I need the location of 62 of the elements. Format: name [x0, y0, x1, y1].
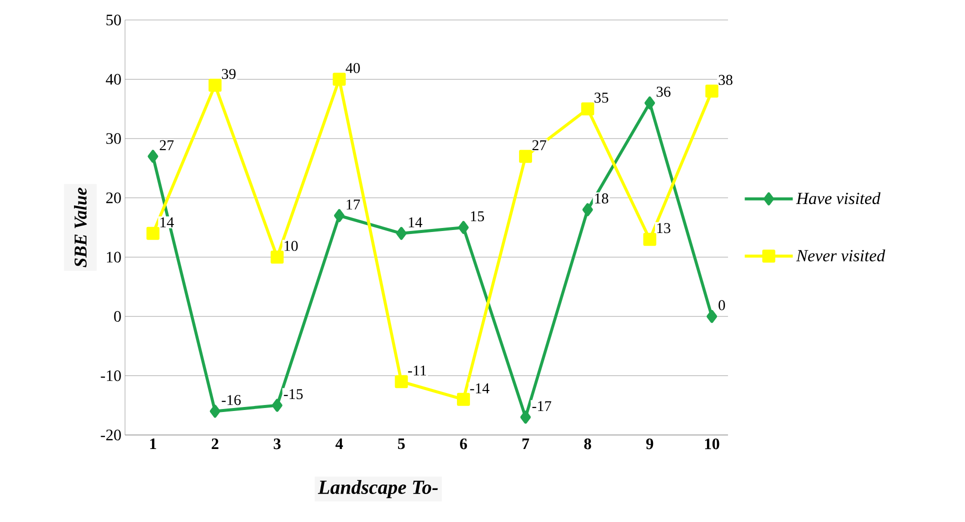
- legend-label: Have visited: [796, 192, 880, 204]
- point: [146, 226, 160, 240]
- x-tick-label: 4: [335, 438, 343, 449]
- data-label: 17: [346, 200, 360, 210]
- y-axis-title: SBE Value: [74, 188, 87, 268]
- x-axis-title: Landscape To-: [318, 480, 438, 498]
- y-tick-label: 10: [106, 252, 121, 263]
- x-tick-label: 7: [522, 438, 530, 449]
- x-tick-label: 3: [274, 438, 281, 450]
- data-label: 27: [160, 140, 174, 150]
- point: [643, 232, 656, 246]
- point: [520, 410, 531, 424]
- data-label: 15: [470, 211, 484, 222]
- point: [148, 150, 158, 163]
- point: [456, 392, 470, 406]
- data-label: -16: [222, 395, 241, 406]
- data-label: 13: [657, 223, 670, 234]
- y-tick-label: 30: [106, 133, 121, 144]
- data-label: 38: [718, 74, 732, 85]
- data-label: 40: [346, 62, 360, 74]
- y-tick-label: -20: [100, 430, 121, 440]
- data-label: 39: [222, 68, 236, 79]
- point: [208, 78, 222, 92]
- data-label: 35: [594, 92, 608, 103]
- x-tick-label: 5: [398, 438, 405, 450]
- point: [705, 84, 718, 98]
- x-tick-label: 10: [705, 438, 720, 450]
- point: [396, 226, 407, 240]
- data-label: 14: [408, 217, 422, 228]
- data-label: -17: [532, 401, 552, 411]
- point: [706, 310, 718, 323]
- point: [581, 102, 594, 116]
- data-label: 27: [532, 140, 546, 150]
- x-tick-label: 6: [460, 438, 467, 450]
- point: [582, 203, 593, 216]
- y-tick-label: 50: [106, 14, 121, 26]
- data-label: 14: [160, 217, 174, 228]
- data-label: -11: [408, 366, 426, 376]
- x-tick-label: 8: [584, 438, 592, 450]
- data-label: 0: [718, 300, 725, 310]
- legend-label: Never visited: [796, 249, 886, 262]
- data-label: 10: [284, 240, 298, 251]
- x-tick-label: 1: [150, 438, 156, 450]
- point: [270, 250, 284, 264]
- point: [519, 150, 532, 163]
- point: [210, 404, 220, 418]
- x-tick-label: 2: [212, 438, 218, 450]
- point: [272, 398, 282, 412]
- point: [644, 96, 656, 110]
- x-tick-label: 9: [646, 438, 654, 450]
- y-tick-label: 40: [106, 74, 121, 85]
- point: [458, 220, 469, 234]
- point: [394, 375, 408, 388]
- point: [334, 209, 345, 222]
- y-tick-label: 0: [114, 311, 121, 322]
- data-label: 36: [656, 86, 670, 97]
- data-label: -15: [284, 389, 303, 400]
- point: [332, 72, 346, 86]
- data-label: 18: [595, 193, 608, 204]
- y-tick-label: -10: [100, 370, 121, 382]
- y-tick-label: 20: [106, 192, 121, 204]
- data-label: -14: [470, 383, 490, 394]
